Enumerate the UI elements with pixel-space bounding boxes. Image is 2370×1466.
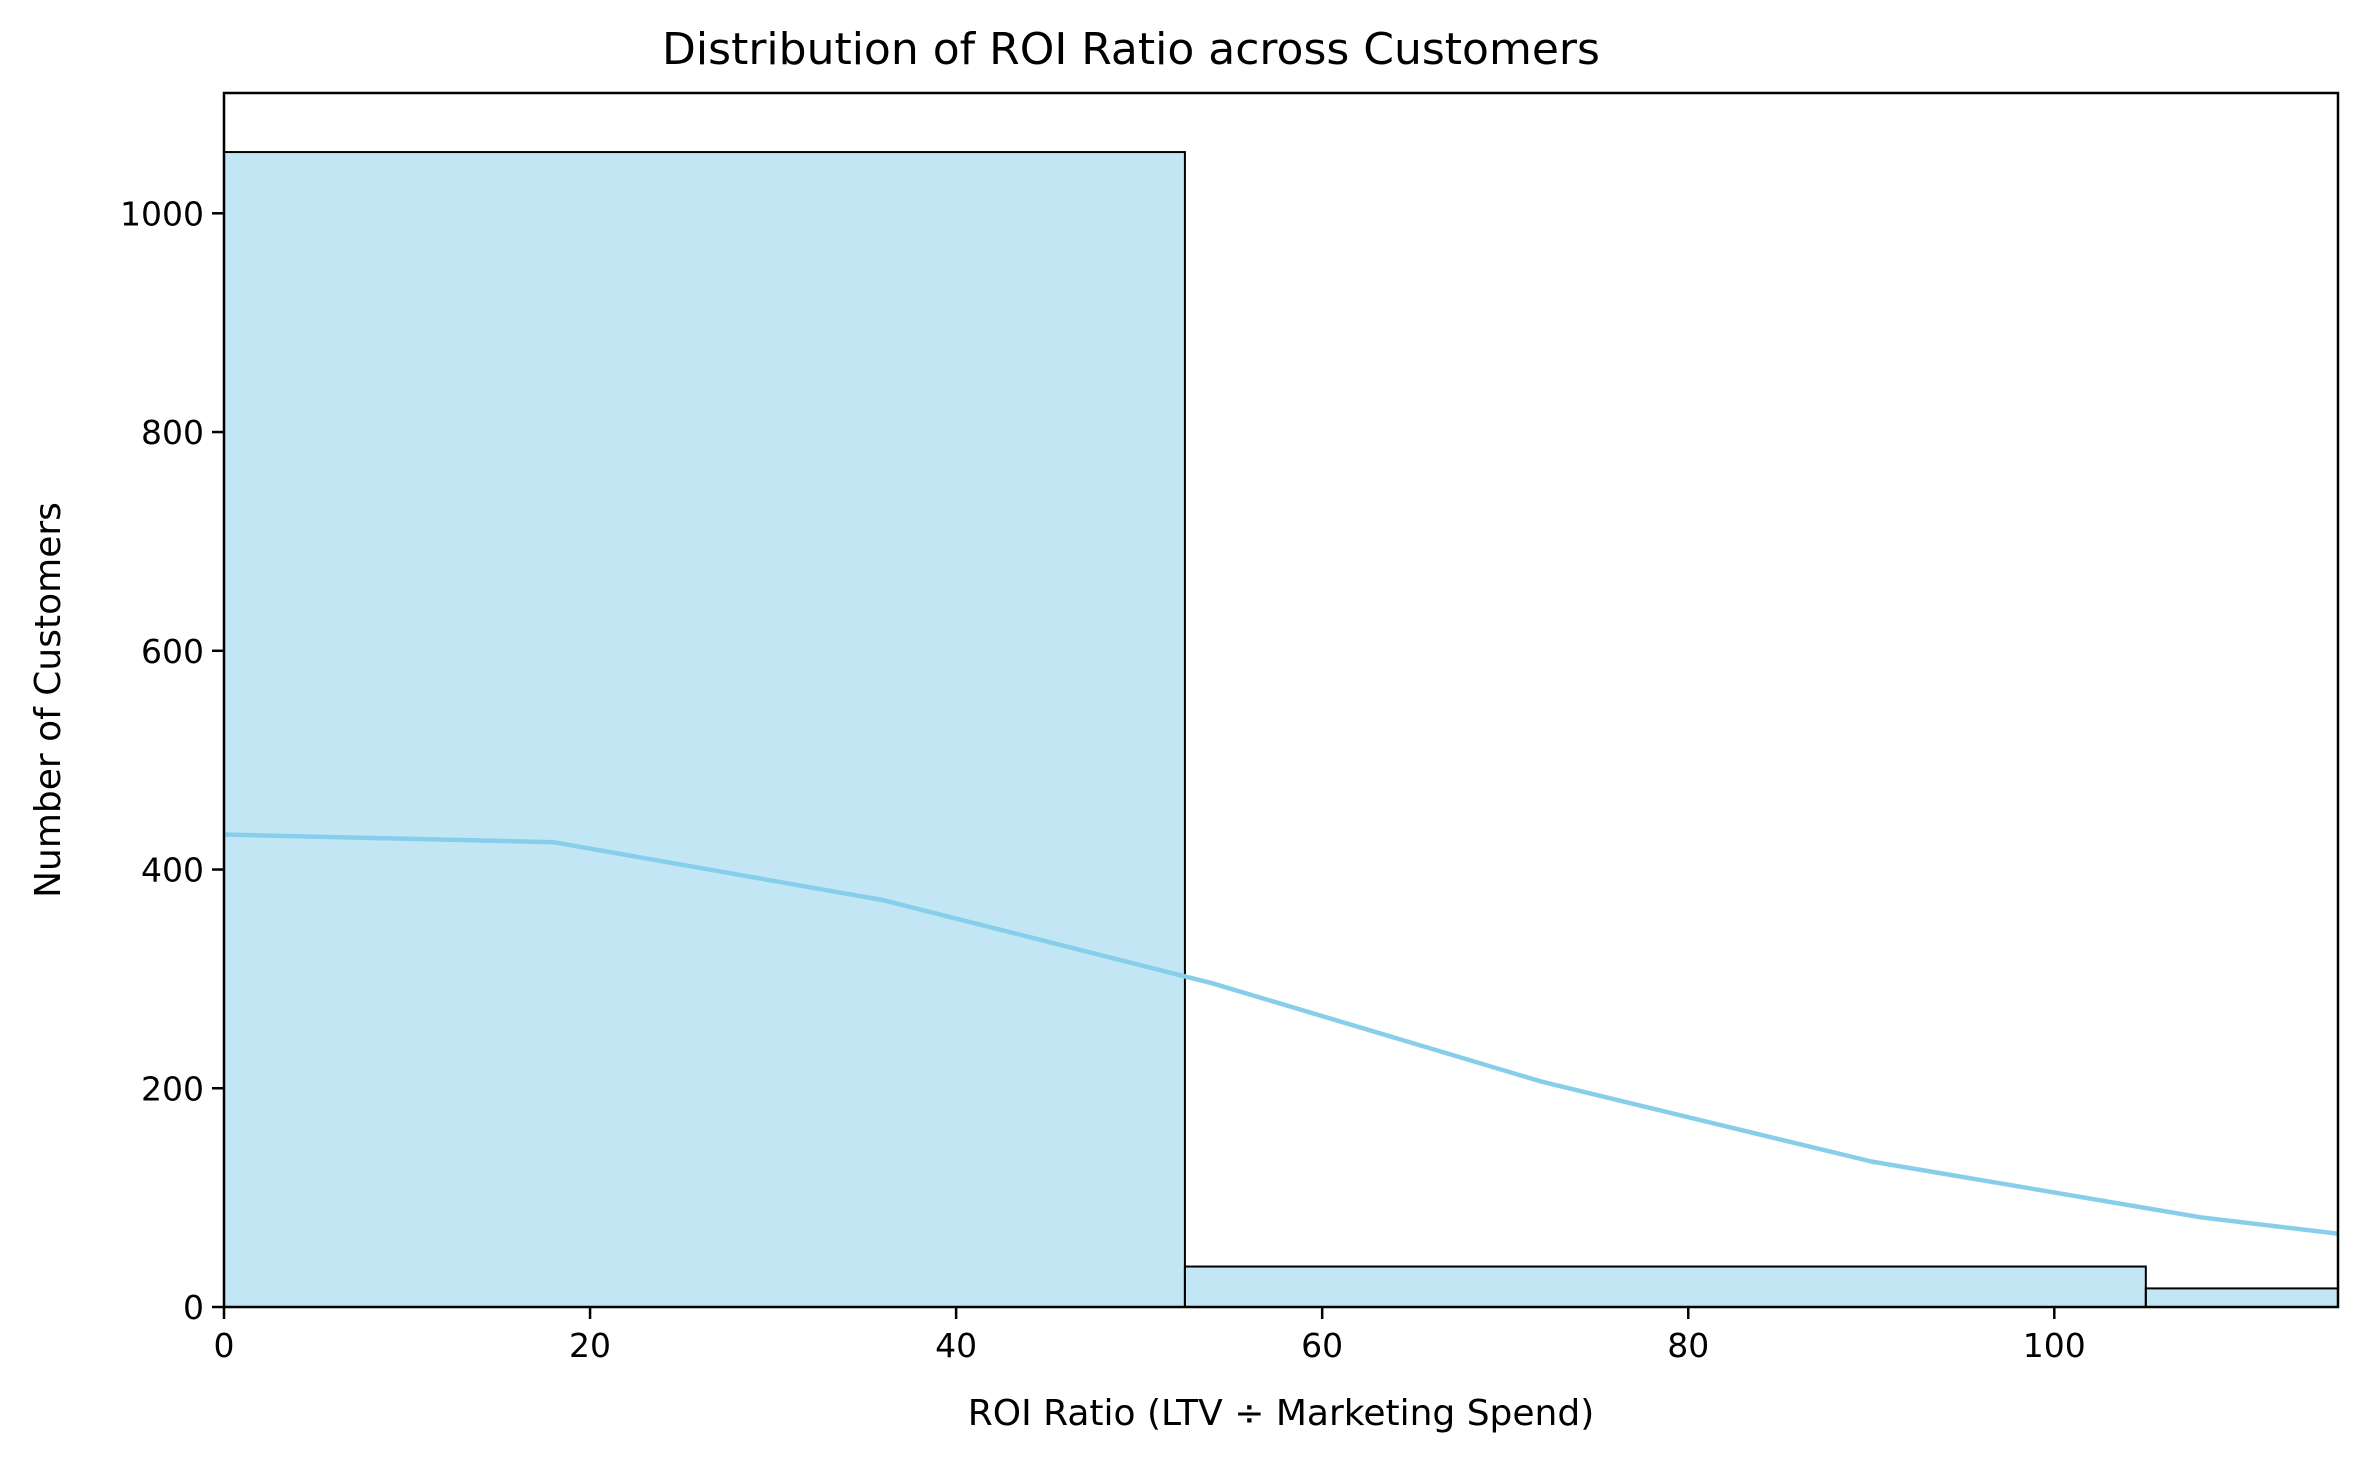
y-tick-label: 200 [141,1069,204,1108]
histogram-bar [1183,1265,2147,1308]
y-tick-label: 600 [141,632,204,671]
y-tick-label: 400 [141,851,204,890]
x-tick-label: 0 [214,1326,235,1365]
y-tick-label: 800 [141,413,204,452]
chart-title: Distribution of ROI Ratio across Custome… [662,24,1600,75]
histogram-bar [2144,1287,2339,1309]
y-tick-label: 1000 [120,194,204,233]
bars-layer [223,151,2339,1309]
y-axis-label: Number of Customers [28,502,69,898]
x-axis: 0 20 40 60 80 100 [214,1307,2086,1365]
y-axis: 0 200 400 600 800 1000 [120,194,224,1327]
x-tick-label: 20 [569,1326,611,1365]
histogram-bar [223,151,1186,1309]
plot-area-frame [222,91,2340,1309]
x-tick-label: 40 [935,1326,977,1365]
x-tick-label: 100 [2023,1326,2086,1365]
x-tick-label: 60 [1301,1326,1343,1365]
kde-layer [223,832,2339,1236]
y-tick-label: 0 [183,1288,204,1327]
kde-curve [223,832,2339,1236]
x-tick-label: 80 [1667,1326,1709,1365]
x-axis-label: ROI Ratio (LTV ÷ Marketing Spend) [968,1393,1595,1434]
